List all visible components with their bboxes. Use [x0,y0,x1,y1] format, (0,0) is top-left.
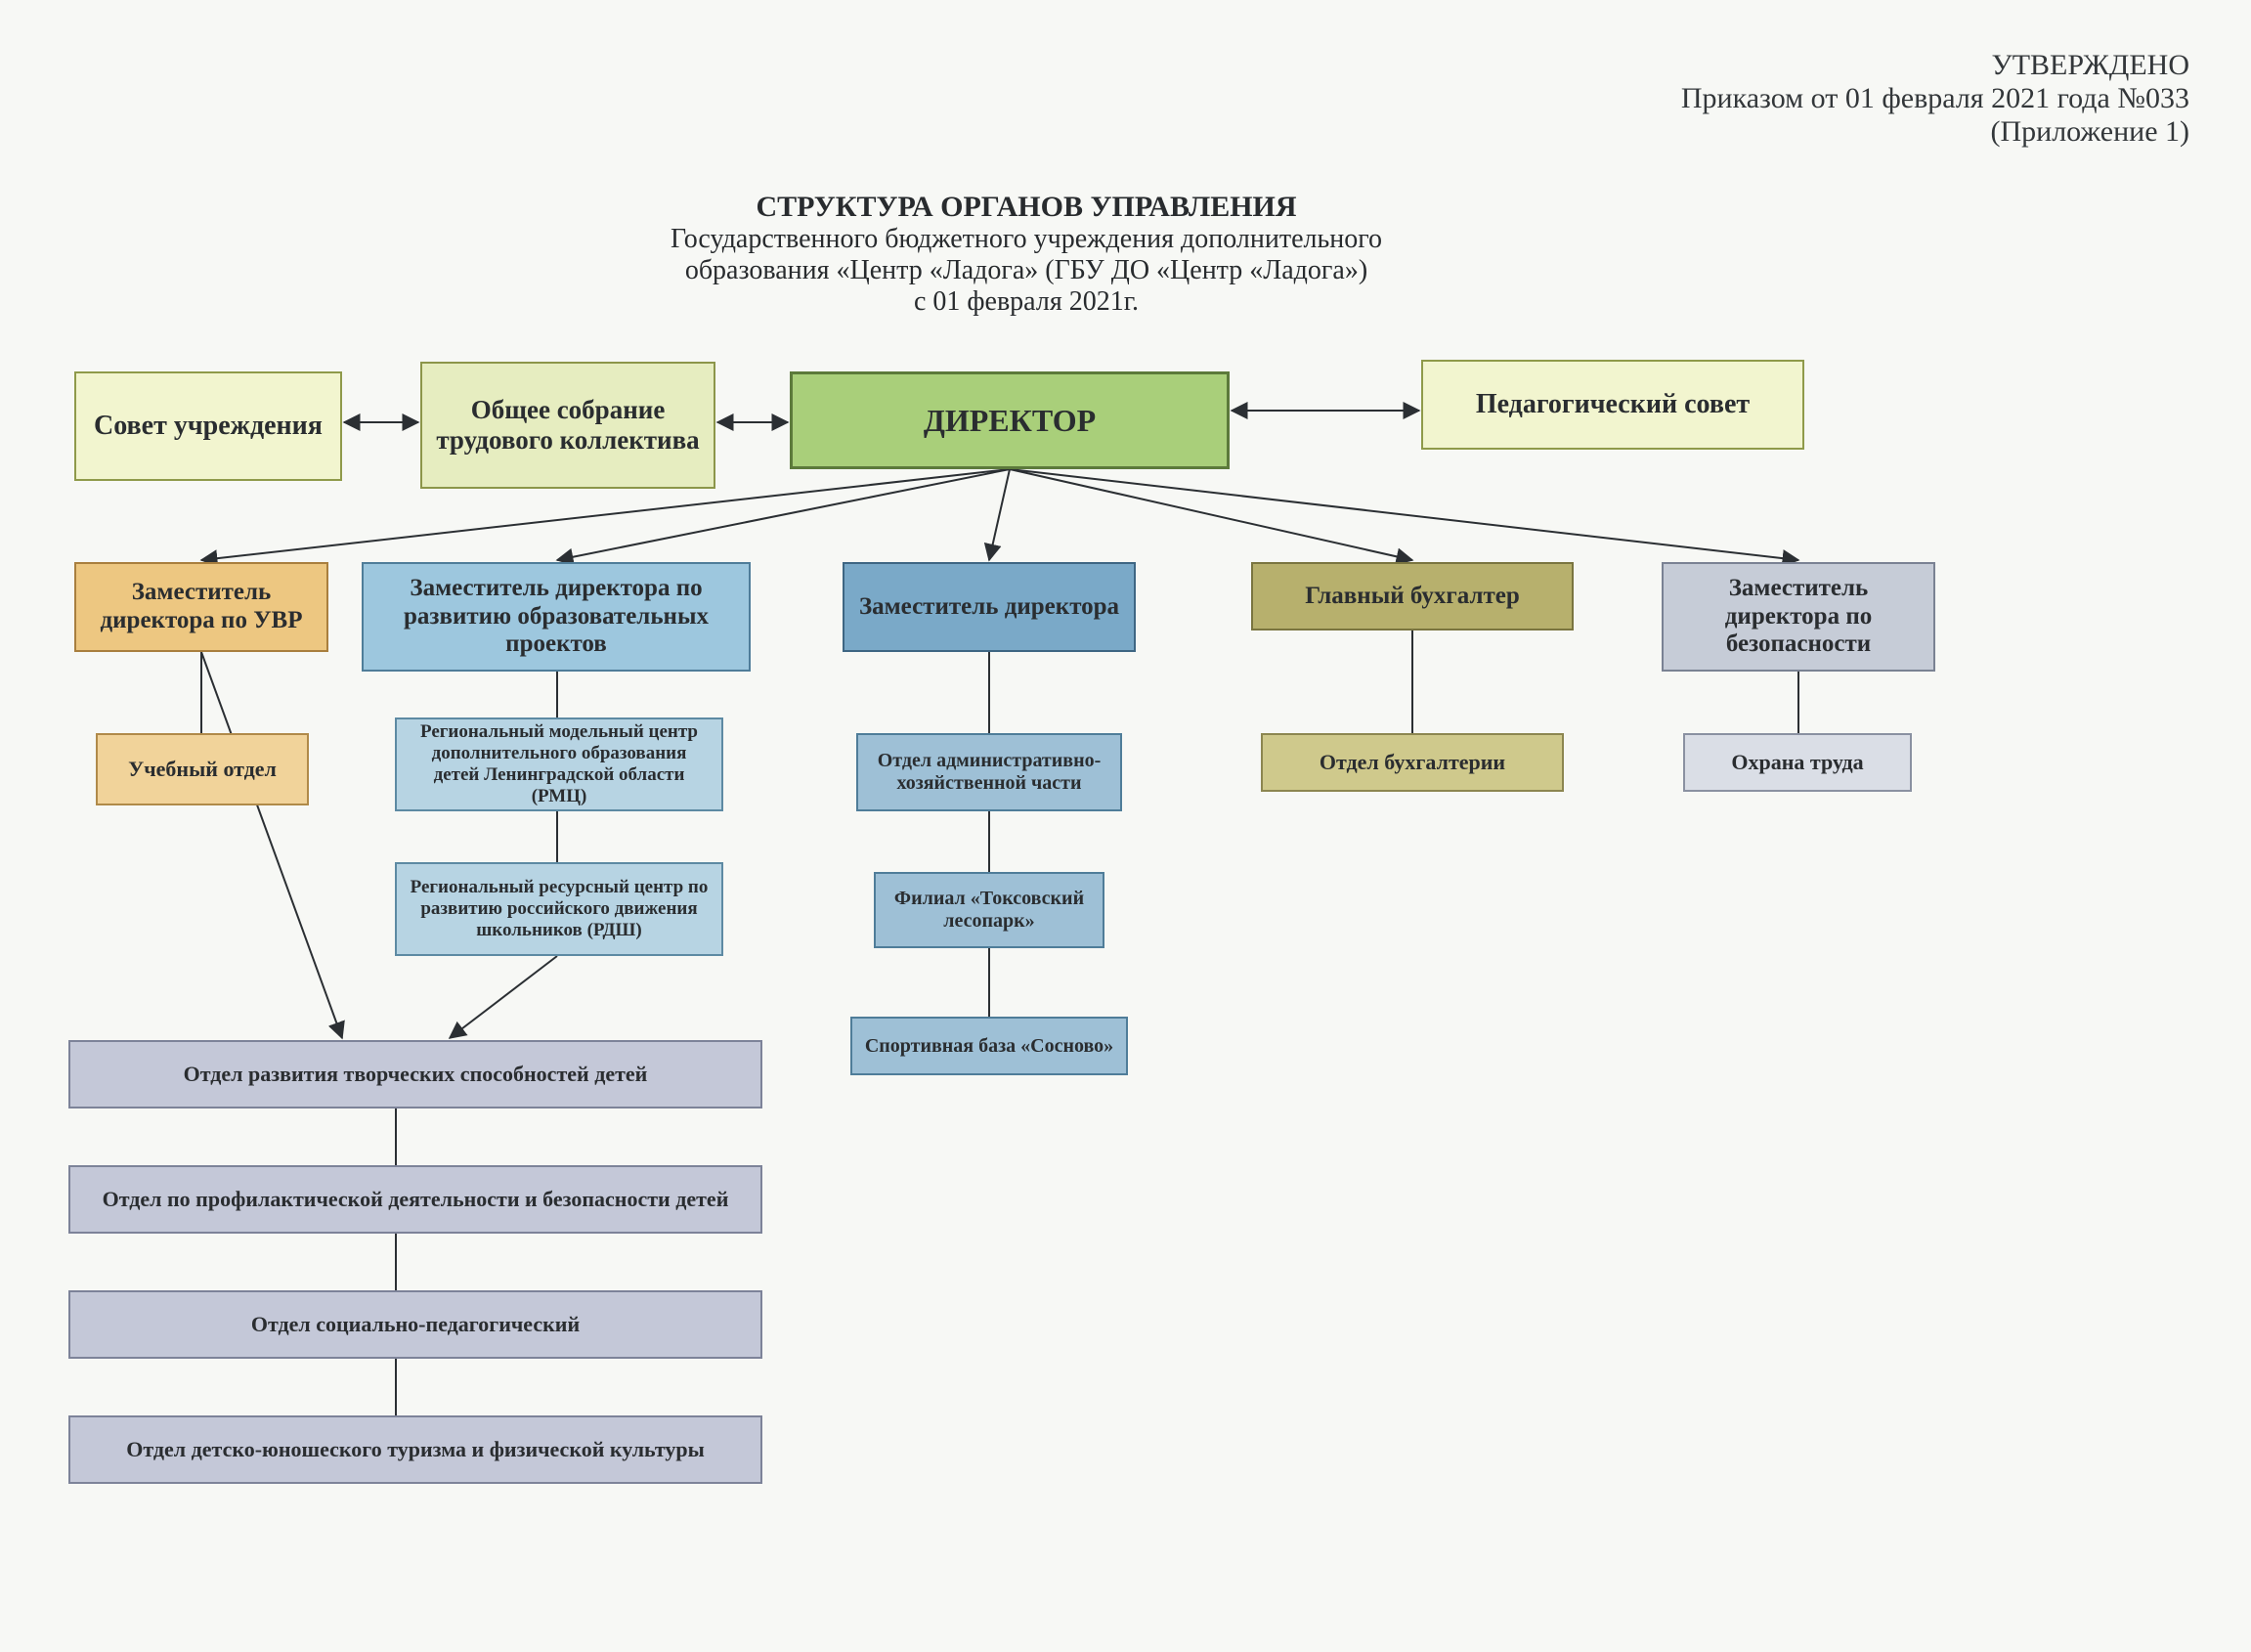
node-baza-sosnovo: Спортивная база «Сосново» [850,1017,1128,1075]
node-otdel-soc-ped: Отдел социально-педагогический [68,1290,762,1359]
node-zam-director-uvr: Заместитель директора по УВР [74,562,328,652]
node-otdel-turizma: Отдел детско-юношеского туризма и физиче… [68,1415,762,1484]
node-director: ДИРЕКТОР [790,371,1230,469]
approval-line-1: УТВЕРЖДЕНО [1447,49,2189,82]
node-otdel-tvorcheskih: Отдел развития творческих способностей д… [68,1040,762,1109]
title-block: СТРУКТУРА ОРГАНОВ УПРАВЛЕНИЯ Государстве… [489,191,1564,318]
node-zam-director: Заместитель директора [843,562,1136,652]
node-glavnyy-buhgalter: Главный бухгалтер [1251,562,1574,630]
approval-block: УТВЕРЖДЕНО Приказом от 01 февраля 2021 г… [1447,49,2189,149]
title-line-4: с 01 февраля 2021г. [489,286,1564,318]
node-sovet-uchrezhdeniya: Совет учреждения [74,371,342,481]
node-obshchee-sobranie: Общее собрание трудового коллектива [420,362,715,489]
node-otdel-buhgalterii: Отдел бухгалтерии [1261,733,1564,792]
org-chart-page: УТВЕРЖДЕНО Приказом от 01 февраля 2021 г… [0,0,2251,1652]
node-filial-toksovo: Филиал «Токсовский лесопарк» [874,872,1104,948]
node-otdel-profilakt: Отдел по профилактической деятельности и… [68,1165,762,1234]
node-ohrana-truda: Охрана труда [1683,733,1912,792]
title-line-2: Государственного бюджетного учреждения д… [489,224,1564,255]
title-line-1: СТРУКТУРА ОРГАНОВ УПРАВЛЕНИЯ [489,191,1564,224]
node-rdsh: Региональный ресурсный центр по развитию… [395,862,723,956]
approval-line-3: (Приложение 1) [1447,115,2189,149]
node-zam-director-projects: Заместитель директора по развитию образо… [362,562,751,672]
title-line-3: образования «Центр «Ладога» (ГБУ ДО «Цен… [489,255,1564,286]
node-rmc: Региональный модельный центр дополнитель… [395,717,723,811]
node-otdel-adm-hoz: Отдел административно-хозяйственной част… [856,733,1122,811]
node-pedagogicheskiy-sovet: Педагогический совет [1421,360,1804,450]
node-zam-director-safety: Заместитель директора по безопасности [1662,562,1935,672]
approval-line-2: Приказом от 01 февраля 2021 года №033 [1447,82,2189,115]
node-uchebnyy-otdel: Учебный отдел [96,733,309,805]
